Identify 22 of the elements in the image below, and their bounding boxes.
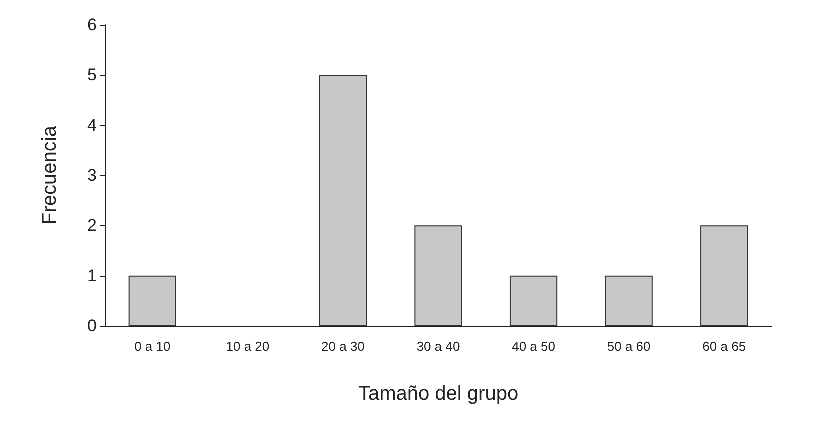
bar — [700, 226, 748, 326]
y-tick-label: 6 — [88, 16, 97, 34]
y-tick-label: 4 — [88, 116, 97, 135]
y-tick-label: 5 — [88, 66, 97, 85]
x-tick-label: 40 a 50 — [512, 339, 556, 354]
bar — [319, 75, 368, 326]
y-tick-label: 2 — [88, 216, 97, 236]
bar — [128, 276, 176, 326]
x-tick-label: 60 a 65 — [702, 339, 746, 354]
x-tick-label: 10 a 20 — [226, 339, 270, 354]
x-axis-title: Tamaño del grupo — [358, 383, 519, 405]
y-tick-label: 3 — [88, 166, 97, 185]
x-tick-label: 20 a 30 — [322, 339, 365, 354]
x-tick-label: 50 a 60 — [607, 339, 651, 354]
y-axis-title: Frecuencia — [39, 125, 61, 225]
x-tick-label: 0 a 10 — [134, 339, 171, 354]
bar — [510, 276, 558, 326]
x-tick-label: 30 a 40 — [416, 339, 460, 354]
bar — [414, 226, 462, 326]
bar — [605, 276, 653, 326]
y-tick-label: 0 — [88, 316, 97, 336]
y-tick-label: 1 — [88, 266, 97, 286]
